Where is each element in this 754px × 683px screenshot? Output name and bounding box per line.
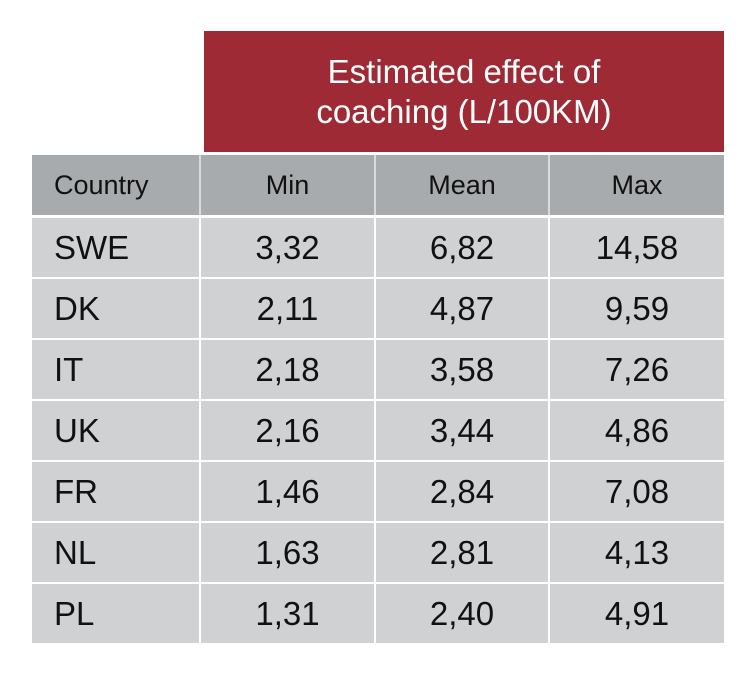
cell-mean: 3,44 (375, 400, 550, 462)
cell-min: 3,32 (200, 216, 376, 279)
cell-country: PL (32, 583, 201, 645)
cell-max: 4,91 (549, 583, 724, 645)
cell-mean: 2,81 (375, 522, 550, 584)
cell-country: SWE (32, 216, 201, 279)
coaching-effect-table: Country Min Mean Max SWE 3,32 6,82 14,58… (32, 155, 724, 645)
cell-country: UK (32, 400, 201, 462)
cell-country: DK (32, 278, 201, 340)
header-max: Max (549, 155, 724, 218)
cell-min: 2,16 (200, 400, 376, 462)
cell-max: 9,59 (549, 278, 724, 340)
cell-max: 14,58 (549, 216, 724, 279)
cell-min: 2,11 (200, 278, 376, 340)
table-row: PL 1,31 2,40 4,91 (32, 583, 724, 645)
cell-max: 7,08 (549, 461, 724, 523)
table-row: FR 1,46 2,84 7,08 (32, 461, 724, 523)
cell-max: 4,86 (549, 400, 724, 462)
table-header-row: Country Min Mean Max (32, 155, 724, 218)
header-min: Min (200, 155, 376, 218)
cell-country: IT (32, 339, 201, 401)
cell-mean: 6,82 (375, 216, 550, 279)
table-row: IT 2,18 3,58 7,26 (32, 339, 724, 401)
cell-mean: 3,58 (375, 339, 550, 401)
table-row: NL 1,63 2,81 4,13 (32, 522, 724, 584)
cell-min: 2,18 (200, 339, 376, 401)
cell-min: 1,31 (200, 583, 376, 645)
cell-min: 1,46 (200, 461, 376, 523)
table-row: DK 2,11 4,87 9,59 (32, 278, 724, 340)
cell-country: NL (32, 522, 201, 584)
cell-mean: 2,84 (375, 461, 550, 523)
table-title: Estimated effect of coaching (L/100KM) (316, 52, 612, 130)
table-row: UK 2,16 3,44 4,86 (32, 400, 724, 462)
cell-min: 1,63 (200, 522, 376, 584)
cell-mean: 4,87 (375, 278, 550, 340)
cell-max: 7,26 (549, 339, 724, 401)
header-country: Country (32, 155, 201, 218)
table-title-banner: Estimated effect of coaching (L/100KM) (204, 31, 724, 152)
cell-max: 4,13 (549, 522, 724, 584)
cell-mean: 2,40 (375, 583, 550, 645)
cell-country: FR (32, 461, 201, 523)
table-row: SWE 3,32 6,82 14,58 (32, 216, 724, 279)
header-mean: Mean (375, 155, 550, 218)
